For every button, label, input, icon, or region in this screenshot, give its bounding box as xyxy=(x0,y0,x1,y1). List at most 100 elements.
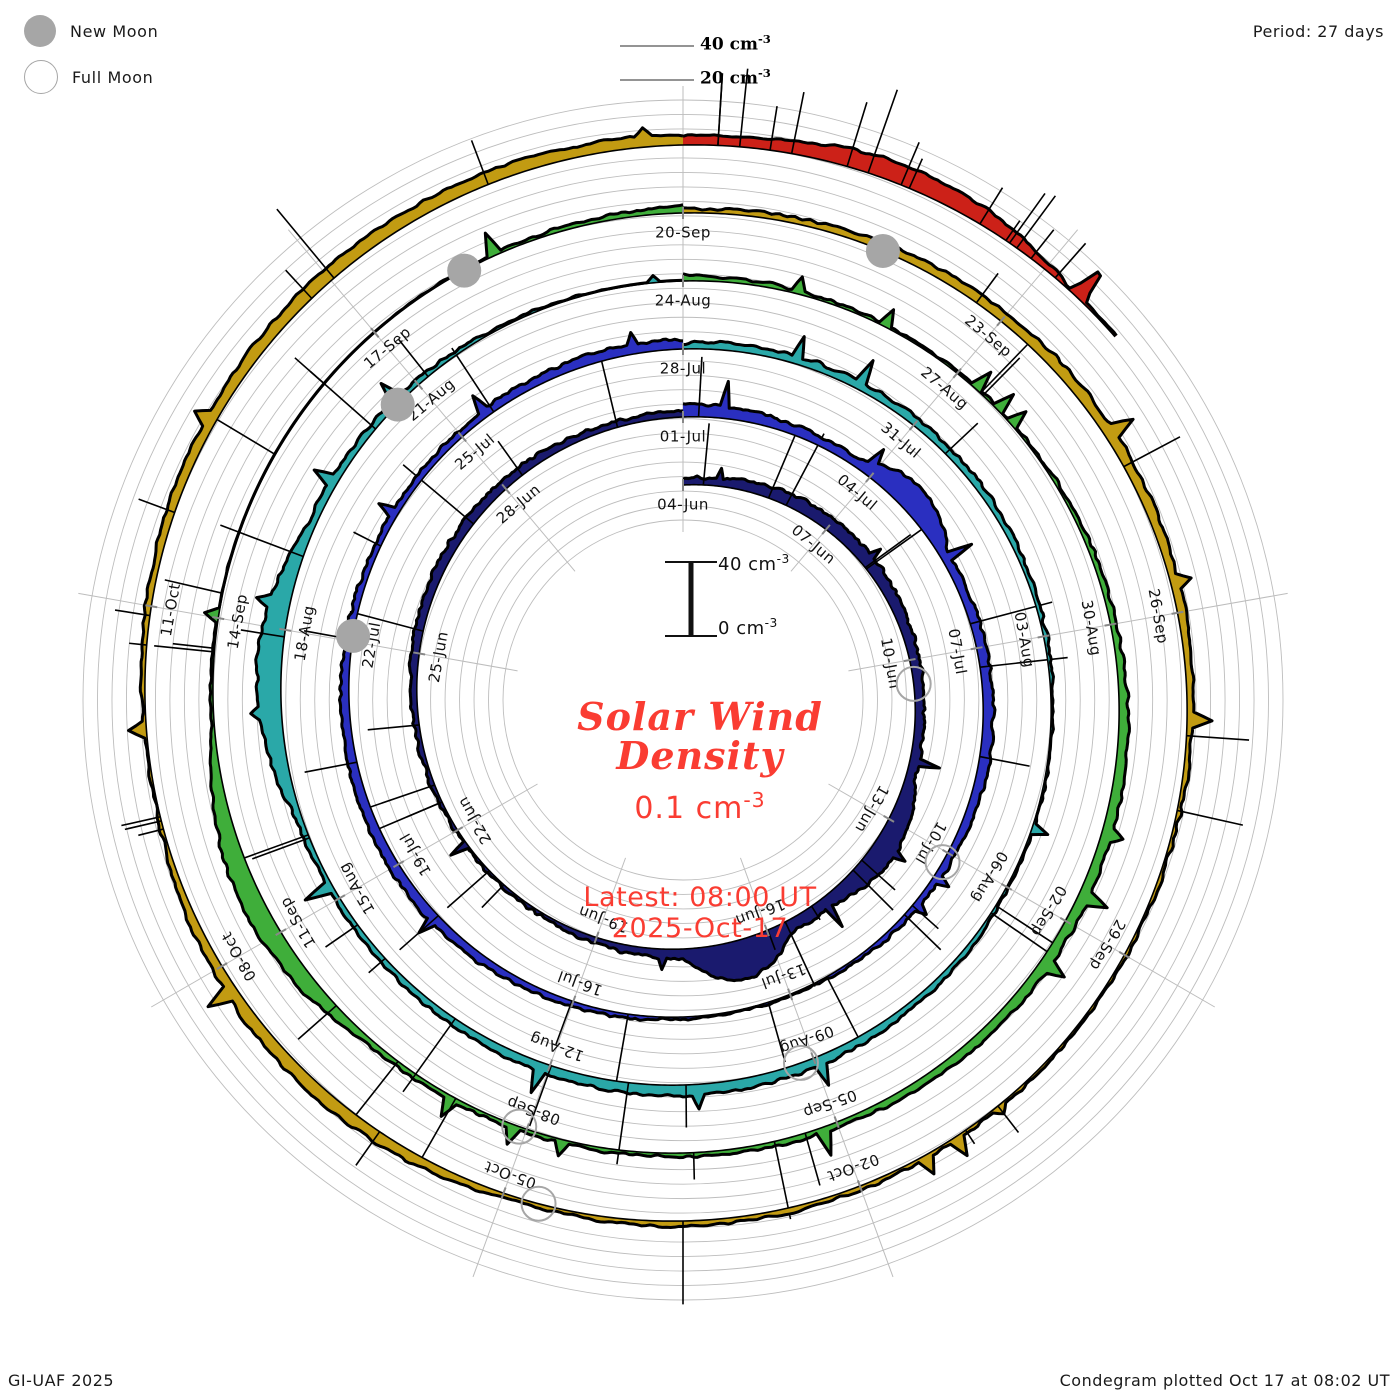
radial-axis-label-40: 40 cm-3 xyxy=(700,32,771,55)
density-spike xyxy=(982,357,1021,396)
new-moon-marker xyxy=(865,233,900,268)
date-tick-mark xyxy=(275,928,287,937)
current-value-exp: -3 xyxy=(743,787,766,812)
density-spike xyxy=(1123,436,1181,468)
date-tick-mark xyxy=(593,931,600,944)
density-spike xyxy=(251,837,310,860)
scalebar-icon xyxy=(665,561,717,637)
density-spike xyxy=(368,957,386,974)
date-tick-mark xyxy=(279,627,292,632)
legend-item-new-moon: New Moon xyxy=(24,8,158,54)
radial-axis-leaders xyxy=(620,45,694,81)
density-spike xyxy=(240,629,285,638)
date-tick-mark xyxy=(833,1116,840,1129)
density-track-outline xyxy=(249,274,1055,1111)
current-value-unit: cm xyxy=(695,790,744,826)
radial-axis-40-value: 40 xyxy=(700,34,724,55)
density-spike xyxy=(903,913,942,951)
date-tick-mark xyxy=(1000,882,1013,891)
latest-timestamp: Latest: 08:00 UT 2025-Oct-17 xyxy=(430,882,970,946)
density-spike xyxy=(767,434,797,499)
density-track-baseline xyxy=(280,280,1052,1086)
date-tick-mark xyxy=(883,814,895,823)
density-tracks xyxy=(114,68,1250,1305)
density-track-baseline xyxy=(415,416,917,951)
title-line-2: Density xyxy=(616,732,784,778)
density-spike xyxy=(790,91,805,154)
density-spike xyxy=(1030,229,1055,259)
date-tick-mark xyxy=(903,658,916,663)
density-track-outline xyxy=(682,133,1118,337)
density-spike xyxy=(304,761,358,773)
scalebar-top-exp: -3 xyxy=(776,552,790,566)
latest-date: 2025-Oct-17 xyxy=(611,913,789,945)
density-spike xyxy=(138,828,164,837)
date-tick-label: 01-Jul xyxy=(660,428,706,446)
density-spike xyxy=(911,904,939,930)
moon-phase-legend: New Moon Full Moon xyxy=(24,8,158,100)
date-tick-label: 24-Aug xyxy=(655,292,711,310)
density-spike xyxy=(325,924,359,948)
density-track-fill xyxy=(683,134,1117,337)
density-spike xyxy=(220,524,304,558)
density-spike xyxy=(697,356,703,417)
density-spike xyxy=(1177,809,1244,826)
date-tick-label: 20-Sep xyxy=(655,224,711,242)
density-spike xyxy=(1008,192,1046,244)
center-info-block: 40 cm-3 0 cm-3 Solar Wind Density 0.1 cm… xyxy=(430,548,970,945)
date-tick-label: 30-Aug xyxy=(1078,599,1106,658)
density-track-baseline xyxy=(348,348,984,1018)
density-track-baseline xyxy=(212,212,1120,1154)
density-spike xyxy=(738,68,749,147)
date-tick-mark xyxy=(547,1059,554,1072)
density-spike xyxy=(990,912,1053,956)
density-spike xyxy=(767,1002,786,1063)
date-tick-mark xyxy=(942,848,954,857)
date-tick-mark xyxy=(570,995,577,1008)
date-tick-mark xyxy=(821,524,831,535)
date-tick-mark xyxy=(392,860,405,869)
density-spike xyxy=(1054,242,1087,279)
date-tick-label: 14-Sep xyxy=(224,592,251,650)
date-tick-label: 04-Jun xyxy=(657,496,709,514)
density-spike xyxy=(773,1141,792,1220)
density-spike xyxy=(497,440,524,476)
density-spike xyxy=(129,642,147,646)
full-moon-marker xyxy=(895,665,932,702)
density-spike xyxy=(944,422,979,455)
density-spike xyxy=(232,834,309,863)
density-spike xyxy=(717,78,723,146)
density-spike xyxy=(294,357,326,385)
density-spike xyxy=(599,354,619,428)
density-spike xyxy=(861,859,896,891)
plotted-timestamp-label: Condegram plotted Oct 17 at 08:02 UT xyxy=(1059,1371,1390,1390)
date-tick-mark xyxy=(970,646,983,651)
current-value: 0.1 cm-3 xyxy=(430,788,970,826)
density-spike xyxy=(867,89,899,174)
date-tick-mark xyxy=(1104,622,1117,627)
period-label: Period: 27 days xyxy=(1252,22,1384,41)
legend-item-full-moon: Full Moon xyxy=(24,54,158,100)
density-spike xyxy=(865,527,924,570)
hollow-circle-icon xyxy=(24,60,58,94)
density-spike xyxy=(769,105,778,151)
radial-axis-20-exp: -3 xyxy=(757,66,771,80)
density-spike xyxy=(784,921,816,987)
density-spike xyxy=(702,423,710,486)
density-spike xyxy=(138,498,175,514)
density-spike xyxy=(1186,734,1250,741)
density-spike xyxy=(852,869,894,911)
date-tick-mark xyxy=(1037,634,1050,639)
density-spike xyxy=(481,884,505,909)
density-spike xyxy=(406,801,443,818)
date-tick-mark xyxy=(212,616,225,621)
date-tick-label: 05-Oct xyxy=(482,1157,539,1192)
density-spike xyxy=(208,413,276,456)
density-spike xyxy=(416,1097,457,1167)
radial-axis-40-exp: -3 xyxy=(757,32,771,46)
date-tick-mark xyxy=(500,1187,507,1200)
date-tick-mark xyxy=(1118,950,1131,959)
density-spike xyxy=(826,976,860,1038)
current-value-number: 0.1 xyxy=(634,790,686,826)
